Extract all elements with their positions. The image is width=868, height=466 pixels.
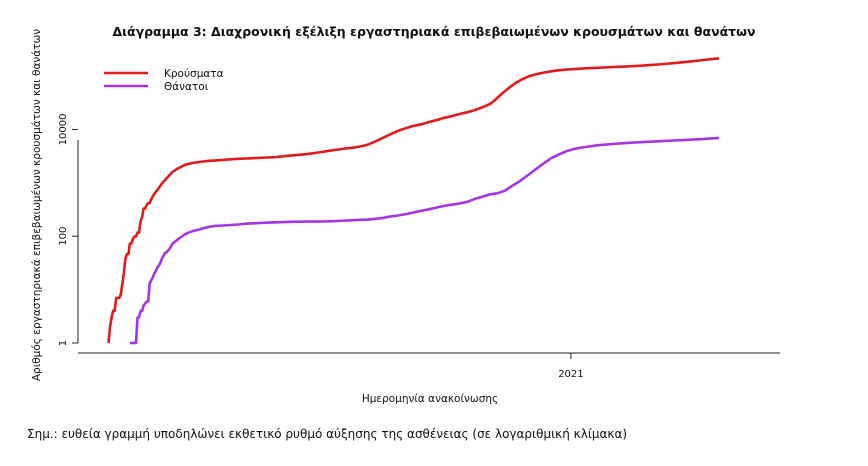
y-axis-label: Αριθμός εργαστηριακά επιβεβαιωμένων κρου… — [31, 29, 43, 381]
y-axis-ticks: 1 100 10000 — [58, 114, 78, 346]
footnote: Σημ.: ευθεία γραμμή υποδηλώνει εκθετικό … — [27, 427, 628, 441]
legend: Κρούσματα Θάνατοι — [104, 68, 224, 93]
series-line-kroysmata — [107, 57, 720, 344]
line-chart: 1 100 10000 2021 Κρούσματα Θάνατοι Ημερομη… — [31, 29, 780, 405]
x-tick-label: 2021 — [558, 369, 583, 380]
legend-label-kroysmata: Κρούσματα — [164, 68, 224, 80]
series-line-thanatoi — [129, 136, 720, 345]
y-tick-label: 10000 — [58, 114, 69, 146]
y-tick-label: 100 — [58, 227, 69, 246]
x-axis-label: Ημερομηνία ανακοίνωσης — [362, 393, 498, 405]
y-tick-label: 1 — [58, 340, 69, 346]
legend-label-thanatoi: Θάνατοι — [164, 81, 209, 93]
chart-title: Διάγραμμα 3: Διαχρονική εξέλιξη εργαστηρ… — [112, 24, 756, 39]
x-axis-ticks: 2021 — [558, 353, 584, 380]
